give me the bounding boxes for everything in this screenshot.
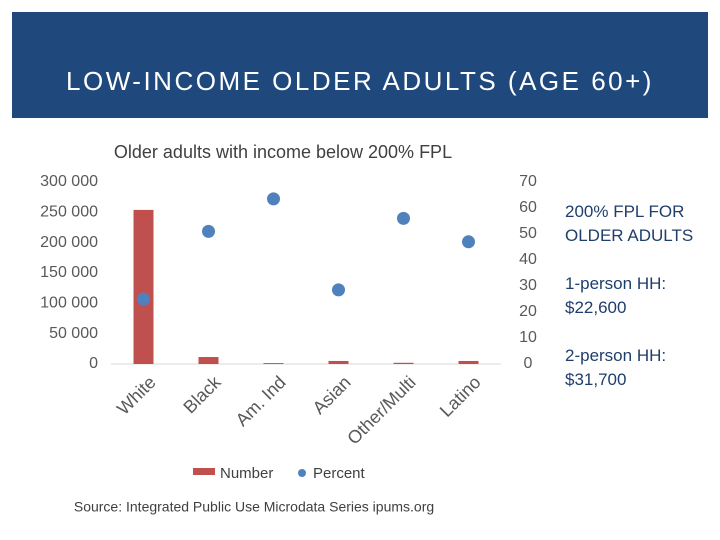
bar	[458, 360, 479, 364]
point	[462, 235, 475, 249]
header: LOW-INCOME OLDER ADULTS (AGE 60+)	[12, 12, 708, 118]
bar	[393, 362, 414, 364]
point	[202, 224, 215, 238]
bar	[328, 360, 349, 364]
bar	[263, 363, 284, 364]
y2-tick-label: 60	[519, 199, 537, 216]
slide-title: LOW-INCOME OLDER ADULTS (AGE 60+)	[66, 66, 654, 96]
bar	[198, 357, 219, 364]
y-tick-label: 250 000	[40, 204, 98, 221]
chart-area	[77, 133, 543, 492]
y-tick-label: 0	[89, 355, 98, 372]
point	[397, 211, 410, 225]
y2-tick-label: 10	[519, 329, 537, 346]
y2-tick-label: 70	[519, 173, 537, 190]
point	[137, 292, 150, 306]
sidebar-item: 2-person HH: $31,700	[565, 346, 667, 389]
y-tick-label: 300 000	[40, 173, 98, 190]
source-note: Source: Integrated Public Use Microdata …	[74, 499, 434, 515]
sidebar: 200% FPL FOR OLDER ADULTS 1-person HH: $…	[565, 200, 705, 416]
y2-tick-label: 50	[519, 225, 537, 242]
point	[332, 283, 345, 297]
y-tick-label: 100 000	[40, 295, 98, 312]
legend-label: Percent	[313, 465, 366, 482]
bar	[133, 209, 154, 364]
point	[267, 192, 280, 206]
legend-swatch	[193, 468, 215, 475]
y2-tick-label: 40	[519, 251, 537, 268]
y2-tick-label: 0	[524, 355, 533, 372]
y2-tick-label: 30	[519, 277, 537, 294]
y2-tick-label: 20	[519, 303, 537, 320]
sidebar-item: 1-person HH: $22,600	[565, 274, 667, 317]
y-tick-label: 50 000	[49, 325, 98, 342]
y-tick-label: 200 000	[40, 234, 98, 251]
y-tick-label: 150 000	[40, 264, 98, 281]
sidebar-heading: 200% FPL FOR OLDER ADULTS	[565, 202, 694, 245]
legend-label: Number	[220, 465, 273, 482]
legend-swatch	[298, 469, 306, 477]
chart-title: Older adults with income below 200% FPL	[114, 142, 452, 162]
